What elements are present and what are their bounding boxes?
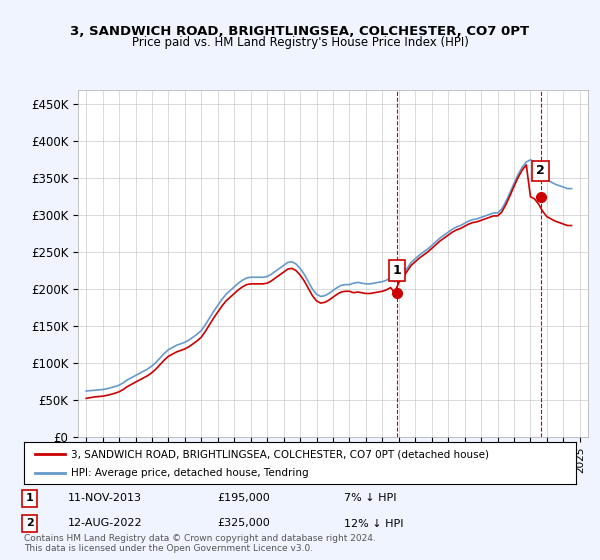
Text: £325,000: £325,000 xyxy=(217,519,270,529)
Text: Contains HM Land Registry data © Crown copyright and database right 2024.
This d: Contains HM Land Registry data © Crown c… xyxy=(24,534,376,553)
Text: 7% ↓ HPI: 7% ↓ HPI xyxy=(344,493,397,503)
Text: 12-AUG-2022: 12-AUG-2022 xyxy=(68,519,143,529)
Text: 3, SANDWICH ROAD, BRIGHTLINGSEA, COLCHESTER, CO7 0PT: 3, SANDWICH ROAD, BRIGHTLINGSEA, COLCHES… xyxy=(70,25,530,38)
Text: 3, SANDWICH ROAD, BRIGHTLINGSEA, COLCHESTER, CO7 0PT (detached house): 3, SANDWICH ROAD, BRIGHTLINGSEA, COLCHES… xyxy=(71,449,489,459)
Text: 12% ↓ HPI: 12% ↓ HPI xyxy=(344,519,404,529)
Text: 11-NOV-2013: 11-NOV-2013 xyxy=(68,493,142,503)
Text: Price paid vs. HM Land Registry's House Price Index (HPI): Price paid vs. HM Land Registry's House … xyxy=(131,36,469,49)
Text: 2: 2 xyxy=(536,164,545,178)
Text: 1: 1 xyxy=(26,493,34,503)
Text: 2: 2 xyxy=(26,519,34,529)
Text: £195,000: £195,000 xyxy=(217,493,270,503)
Text: 1: 1 xyxy=(392,264,401,277)
Text: HPI: Average price, detached house, Tendring: HPI: Average price, detached house, Tend… xyxy=(71,468,308,478)
